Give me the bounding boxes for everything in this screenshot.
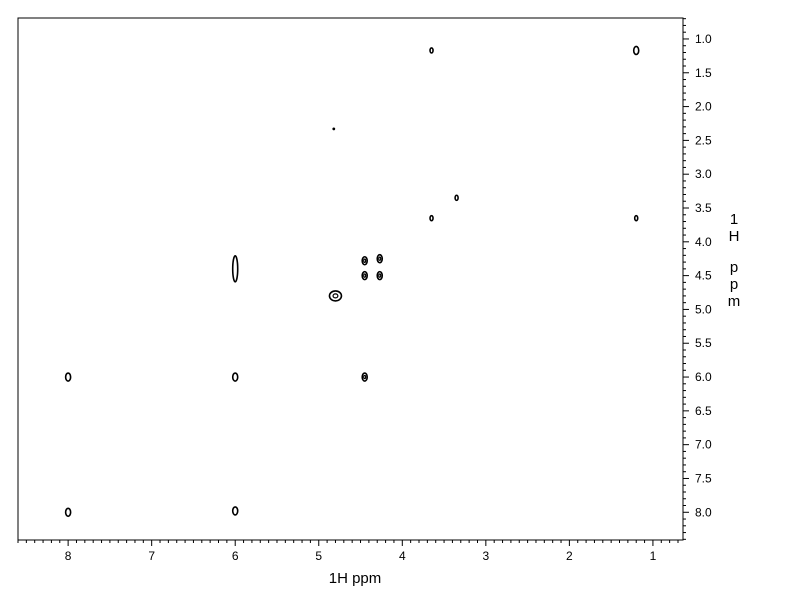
- y-label-char: p: [730, 276, 738, 293]
- x-tick-label: 8: [65, 549, 72, 563]
- y-tick-label: 5.0: [695, 302, 712, 316]
- y-tick-label: 1.0: [695, 32, 712, 46]
- cross-peak: [454, 194, 459, 202]
- y-label-char: 1: [730, 211, 738, 228]
- y-tick-label: 3.0: [695, 167, 712, 181]
- x-tick-label: 1: [650, 549, 657, 563]
- y-tick-label: 1.5: [695, 66, 712, 80]
- y-label-char: m: [728, 293, 741, 310]
- cross-peak: [64, 372, 72, 382]
- cross-peak: [632, 45, 640, 56]
- y-label-char: H: [729, 228, 740, 245]
- cross-peak: [633, 214, 639, 222]
- x-tick-label: 2: [566, 549, 573, 563]
- y-tick-label: 7.0: [695, 438, 712, 452]
- cross-peak: [429, 47, 434, 54]
- y-tick-label: 7.5: [695, 471, 712, 485]
- cross-peak: [361, 255, 369, 266]
- x-tick-label: 7: [148, 549, 155, 563]
- y-tick-label: 4.5: [695, 269, 712, 283]
- cross-peak: [231, 506, 239, 516]
- cross-peak: [376, 253, 384, 264]
- x-tick-label: 3: [482, 549, 489, 563]
- y-tick-label: 2.0: [695, 100, 712, 114]
- y-tick-label: 2.5: [695, 133, 712, 147]
- cross-peak: [361, 270, 369, 281]
- x-tick-label: 4: [399, 549, 406, 563]
- x-axis-label: 1H ppm: [329, 570, 382, 587]
- cross-peak: [361, 372, 369, 382]
- y-tick-label: 6.0: [695, 370, 712, 384]
- x-tick-label: 6: [232, 549, 239, 563]
- cross-peak: [376, 270, 384, 281]
- y-tick-label: 5.5: [695, 336, 712, 350]
- x-tick-label: 5: [315, 549, 322, 563]
- plot-frame: [17, 17, 684, 541]
- cross-peak: [231, 255, 239, 283]
- y-label-char: p: [730, 259, 738, 276]
- y-tick-label: 8.0: [695, 505, 712, 519]
- y-tick-label: 6.5: [695, 404, 712, 418]
- y-tick-label: 4.0: [695, 235, 712, 249]
- y-tick-label: 3.5: [695, 201, 712, 215]
- cross-peak: [64, 507, 72, 518]
- cross-peak: [429, 214, 434, 222]
- cross-peak: [328, 290, 343, 302]
- cross-peak: [231, 372, 239, 382]
- cross-peak: [332, 127, 336, 131]
